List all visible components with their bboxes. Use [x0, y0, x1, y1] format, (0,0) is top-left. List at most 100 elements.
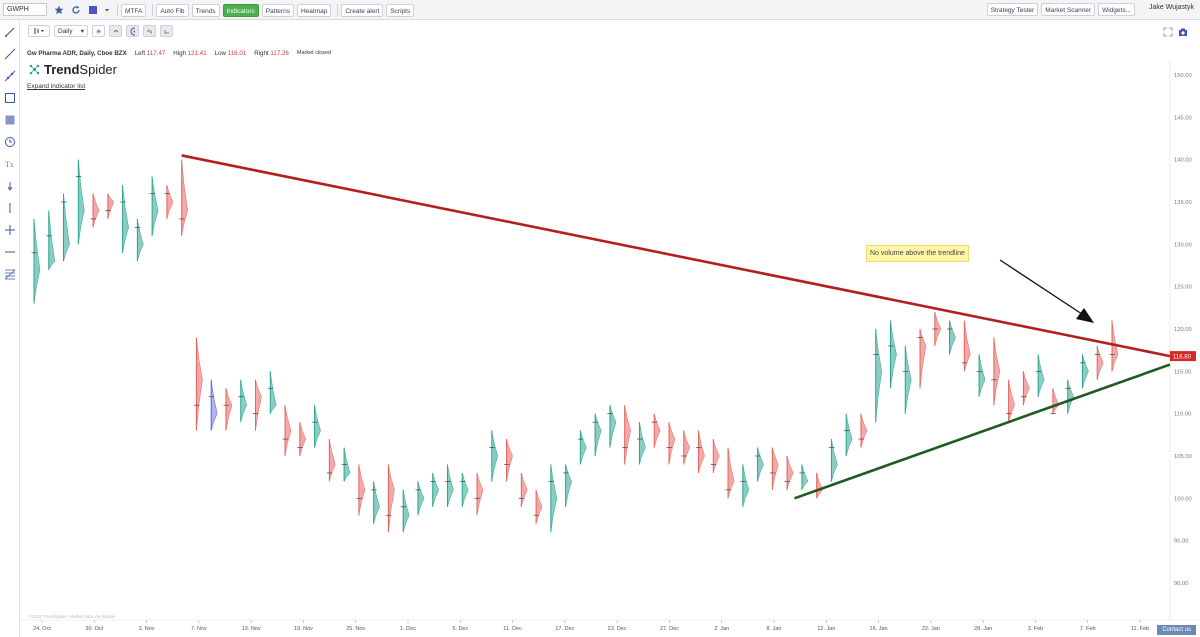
- volume-profile: [491, 430, 499, 482]
- mtfa-button[interactable]: MTFA: [121, 3, 147, 17]
- scripts-button[interactable]: Scripts: [386, 3, 415, 17]
- strategy-tester-button[interactable]: Strategy Tester: [986, 3, 1039, 16]
- user-name[interactable]: Jake Wujastyk: [1149, 4, 1194, 11]
- chevron-down-icon[interactable]: [103, 3, 111, 17]
- indicators-button[interactable]: Indicators: [222, 3, 259, 17]
- volume-profile: [521, 472, 528, 507]
- volume-profile: [1008, 379, 1015, 423]
- refresh-icon[interactable]: [69, 3, 83, 17]
- color-picker-icon[interactable]: [86, 3, 100, 17]
- volume-profile: [1037, 354, 1045, 397]
- volume-profile: [388, 464, 395, 533]
- market-scanner-button[interactable]: Market Scanner: [1041, 3, 1096, 16]
- volume-profile: [1082, 354, 1089, 389]
- volume-profile: [964, 320, 971, 372]
- volume-profile: [476, 472, 484, 516]
- volume-profile: [624, 405, 631, 465]
- fibonacci-icon[interactable]: [4, 268, 16, 280]
- volume-profile: [845, 413, 853, 457]
- annotation-label[interactable]: No volume above the trendline: [866, 245, 969, 262]
- wave-icon[interactable]: [143, 25, 156, 37]
- rectangle-icon[interactable]: [4, 92, 16, 104]
- heatmap-button[interactable]: Heatmap: [296, 3, 332, 17]
- volume-profile: [594, 413, 602, 457]
- arrow-down-icon[interactable]: [4, 180, 16, 192]
- y-tick-label: 145.00: [1174, 115, 1192, 121]
- volume-profile: [609, 405, 617, 448]
- x-tick-label: 28. Jan: [974, 626, 992, 632]
- symbol-input[interactable]: GWPH: [3, 3, 47, 16]
- measure-icon[interactable]: [160, 25, 173, 37]
- volume-profile: [860, 413, 868, 448]
- y-tick-label: 150.00: [1174, 73, 1192, 79]
- shaded-rectangle-icon[interactable]: [4, 114, 16, 126]
- target-icon[interactable]: [126, 25, 139, 37]
- expand-indicator-link[interactable]: Expand indicator list: [27, 83, 86, 90]
- ray-icon[interactable]: [4, 70, 16, 82]
- vertical-line-icon[interactable]: [4, 202, 16, 214]
- volume-profile: [1067, 379, 1074, 414]
- x-tick-label: 30. Oct: [85, 626, 103, 632]
- volume-profile: [875, 328, 882, 423]
- y-tick-label: 95.00: [1174, 539, 1189, 545]
- x-tick-label: 2. Jan: [714, 626, 729, 632]
- zoom-out-icon[interactable]: [109, 25, 122, 37]
- y-tick-label: 140.00: [1174, 158, 1192, 164]
- y-tick-label: 135.00: [1174, 200, 1192, 206]
- volume-profile: [535, 489, 543, 524]
- chart-type-button[interactable]: [28, 25, 50, 37]
- auto-fib-button[interactable]: Auto Fib: [156, 3, 189, 17]
- x-tick-label: 5. Dec: [452, 626, 468, 632]
- y-tick-label: 120.00: [1174, 327, 1192, 333]
- horizontal-line-icon[interactable]: [4, 246, 16, 258]
- patterns-button[interactable]: Patterns: [261, 3, 294, 17]
- logo-text: TrendSpider: [44, 62, 117, 77]
- volume-profile: [698, 430, 705, 473]
- volume-profile: [299, 422, 307, 457]
- crosshair-icon[interactable]: [4, 224, 16, 236]
- volume-profile: [343, 447, 351, 482]
- resistance-trendline: [181, 154, 1171, 358]
- pencil-icon[interactable]: [4, 26, 16, 38]
- low-value: 116.01: [227, 50, 247, 57]
- x-tick-label: 11. Feb: [1131, 626, 1149, 632]
- trends-button[interactable]: Trends: [191, 3, 220, 17]
- volume-profile: [978, 354, 986, 397]
- chart-area[interactable]: 150.00 145.00 140.00 135.00 130.00 125.00 120.…: [20, 20, 1200, 637]
- volume-profile: [653, 413, 661, 448]
- volume-profile: [506, 439, 513, 482]
- trendline-icon[interactable]: [4, 48, 16, 60]
- price-label: 116.80: [1173, 355, 1192, 361]
- contact-us-button[interactable]: Contact us: [1157, 625, 1196, 635]
- y-tick-label: 100.00: [1174, 496, 1192, 502]
- star-icon[interactable]: [52, 3, 66, 17]
- volume-profile: [358, 464, 366, 516]
- chart-subtoolbar: Daily ▾: [28, 25, 177, 37]
- text-tool-icon[interactable]: Tx: [4, 158, 16, 170]
- widgets-button[interactable]: Widgets...: [1098, 3, 1135, 16]
- x-tick-label: 19. Nov: [294, 626, 313, 632]
- high-value: 121.41: [187, 50, 207, 57]
- copyright-text: ©2019 TrendSpider. Market data via Xigni…: [28, 614, 116, 619]
- volume-profile: [949, 320, 956, 355]
- clock-icon[interactable]: [4, 136, 16, 148]
- x-tick-label: 7. Nov: [191, 626, 207, 632]
- right-value: 117.26: [270, 50, 289, 57]
- low-readout: Low 116.01: [215, 50, 247, 57]
- y-tick-label: 125.00: [1174, 285, 1192, 291]
- svg-text:Tx: Tx: [5, 160, 14, 169]
- create-alert-button[interactable]: Create alert: [341, 3, 384, 17]
- volume-profile: [196, 337, 203, 431]
- volume-profile: [107, 193, 115, 219]
- camera-icon[interactable]: [1178, 27, 1188, 37]
- volume-profile: [713, 439, 720, 473]
- price-chart[interactable]: 150.00 145.00 140.00 135.00 130.00 125.00 120.…: [20, 20, 1200, 637]
- fullscreen-icon[interactable]: [1163, 27, 1173, 37]
- volume-profile: [373, 481, 380, 524]
- x-tick-label: 12. Jan: [817, 626, 835, 632]
- volume-profile: [33, 218, 41, 304]
- price-label-box: [1170, 351, 1196, 362]
- low-label: Low: [214, 50, 227, 57]
- settings-gear-icon[interactable]: [92, 25, 105, 37]
- timeframe-select[interactable]: Daily ▾: [54, 25, 88, 37]
